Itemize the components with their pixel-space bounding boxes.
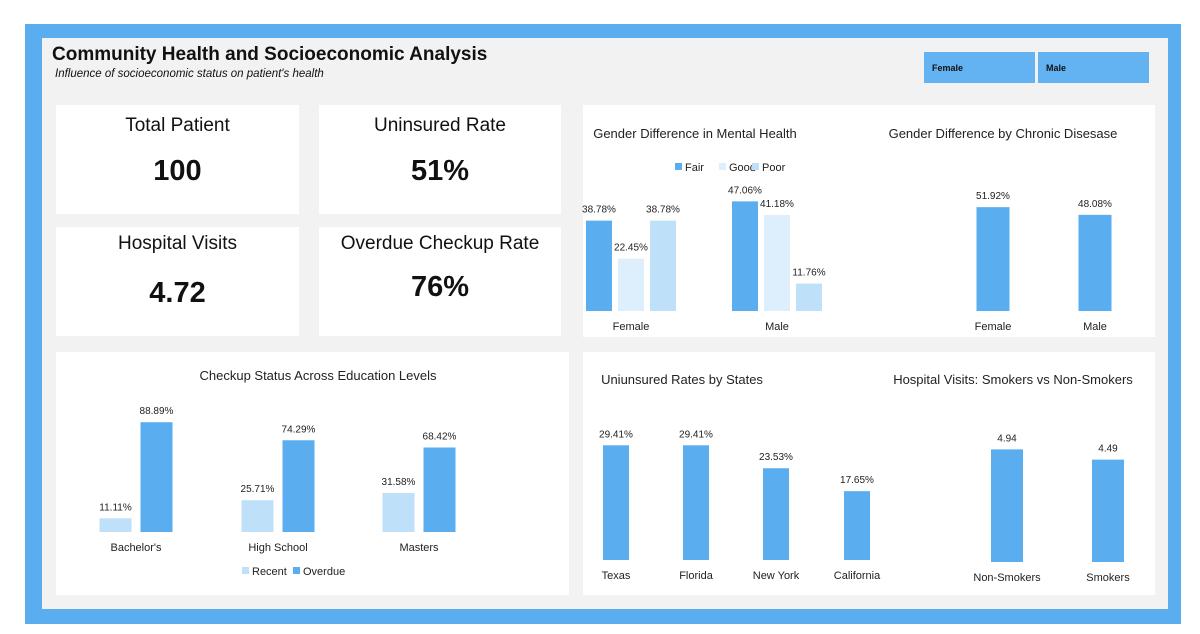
education-data-label: 25.71% <box>241 484 275 495</box>
mental-legend-label: Fair <box>685 162 704 174</box>
mental-bar-poor-1 <box>796 283 822 311</box>
education-data-label: 88.89% <box>140 406 174 417</box>
education-data-label: 11.11% <box>99 502 132 513</box>
states-category-label: Texas <box>602 570 631 582</box>
smokers-chart-title: Hospital Visits: Smokers vs Non-Smokers <box>893 372 1133 387</box>
kpi-value: 4.72 <box>149 277 206 309</box>
kpi-card-uninsured-rate: Uninsured Rate 51% <box>319 105 561 214</box>
slicer-female-button[interactable]: Female <box>924 52 1035 83</box>
education-category-label: Bachelor's <box>110 542 162 554</box>
education-legend-swatch <box>293 567 300 574</box>
mental-data-label: 38.78% <box>582 205 616 216</box>
chronic-data-label: 51.92% <box>976 191 1010 202</box>
chronic-category-label: Female <box>975 321 1012 333</box>
mental-bar-fair-0 <box>586 220 612 311</box>
kpi-card-total-patient: Total Patient 100 <box>56 105 299 214</box>
kpi-label: Hospital Visits <box>118 233 237 254</box>
kpi-card-hospital-visits: Hospital Visits 4.72 <box>56 227 299 336</box>
education-bar-recent-0 <box>99 518 132 532</box>
kpi-label: Overdue Checkup Rate <box>340 233 540 254</box>
mental-bar-good-0 <box>618 258 644 311</box>
states-data-label: 23.53% <box>759 452 793 463</box>
gender-charts-panel <box>583 105 1155 337</box>
smokers-data-label: 4.94 <box>997 433 1017 444</box>
states-data-label: 17.65% <box>840 475 874 486</box>
chronic-category-label: Male <box>1083 321 1107 333</box>
states-chart-title: Uniunsured Rates by States <box>601 372 763 387</box>
education-bar-recent-2 <box>382 492 415 532</box>
chronic-bar-chronic-disease-0 <box>976 207 1010 311</box>
education-category-label: High School <box>248 542 307 554</box>
education-data-label: 74.29% <box>282 424 316 435</box>
mental-category-label: Male <box>765 321 789 333</box>
education-bar-overdue-1 <box>282 440 315 532</box>
mental-data-label: 38.78% <box>646 205 680 216</box>
education-data-label: 31.58% <box>382 477 416 488</box>
smokers-data-label: 4.49 <box>1098 444 1118 455</box>
mental-legend-swatch <box>719 163 726 170</box>
mental-bar-good-1 <box>764 215 790 311</box>
kpi-value: 76% <box>410 271 470 303</box>
kpi-value: 100 <box>153 155 202 187</box>
dashboard-title: Community Health and Socioeconomic Analy… <box>52 44 488 65</box>
education-data-label: 68.42% <box>423 432 457 443</box>
states-category-label: New York <box>753 570 800 582</box>
kpi-label: Uninsured Rate <box>373 115 507 136</box>
smokers-category-label: Non-Smokers <box>973 572 1041 584</box>
states-category-label: Florida <box>679 570 714 582</box>
kpi-label: Total Patient <box>125 115 230 136</box>
education-chart-title: Checkup Status Across Education Levels <box>199 368 437 383</box>
education-legend-label: Recent <box>252 566 287 578</box>
states-bar-uninsured-rate-3 <box>844 491 870 560</box>
mental-data-label: 22.45% <box>614 243 648 254</box>
states-data-label: 29.41% <box>679 429 713 440</box>
education-bar-overdue-2 <box>423 447 456 532</box>
smokers-bar-hospital-visits-1 <box>1092 459 1124 562</box>
education-category-label: Masters <box>399 542 439 554</box>
mental-data-label: 41.18% <box>760 199 794 210</box>
mental-chart-title: Gender Difference in Mental Health <box>593 126 797 141</box>
mental-bar-fair-1 <box>732 201 758 311</box>
smokers-bar-hospital-visits-0 <box>991 449 1023 562</box>
mental-legend-label: Good <box>729 162 756 174</box>
mental-legend-label: Poor <box>762 162 786 174</box>
kpi-value: 51% <box>410 155 470 187</box>
chronic-chart-title: Gender Difference by Chronic Disesase <box>889 126 1118 141</box>
education-bar-recent-1 <box>241 500 274 532</box>
mental-bar-poor-0 <box>650 220 676 311</box>
education-legend-swatch <box>242 567 249 574</box>
dashboard-subtitle: Influence of socioeconomic status on pat… <box>55 68 324 80</box>
states-bar-uninsured-rate-0 <box>603 445 629 560</box>
states-data-label: 29.41% <box>599 429 633 440</box>
mental-data-label: 11.76% <box>792 268 825 279</box>
chronic-data-label: 48.08% <box>1078 199 1112 210</box>
education-bar-overdue-0 <box>140 422 173 532</box>
states-category-label: California <box>834 570 881 582</box>
education-legend-label: Overdue <box>303 566 345 578</box>
states-bar-uninsured-rate-2 <box>763 468 789 560</box>
states-bar-uninsured-rate-1 <box>683 445 709 560</box>
smokers-category-label: Smokers <box>1086 572 1130 584</box>
mental-category-label: Female <box>613 321 650 333</box>
slicer-male-button[interactable]: Male <box>1038 52 1149 83</box>
mental-legend-swatch <box>675 163 682 170</box>
chronic-bar-chronic-disease-1 <box>1078 214 1112 311</box>
kpi-card-overdue-checkup-rate: Overdue Checkup Rate 76% <box>319 227 561 336</box>
mental-data-label: 47.06% <box>728 185 762 196</box>
mental-legend-swatch <box>752 163 759 170</box>
